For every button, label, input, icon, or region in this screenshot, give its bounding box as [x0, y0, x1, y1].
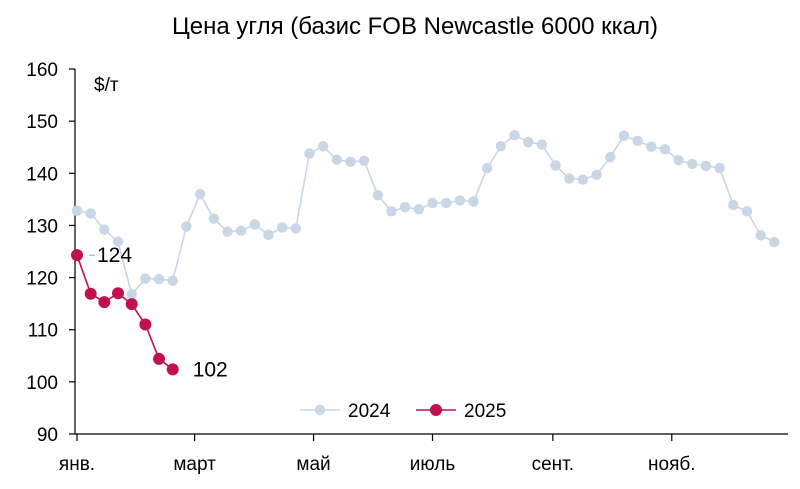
data-point-2025 — [112, 287, 125, 300]
data-point-2024 — [71, 205, 83, 217]
data-point-2024 — [536, 139, 548, 150]
x-tick-label: март — [173, 454, 216, 475]
legend: 2024 2025 — [300, 401, 506, 422]
legend-label: 2025 — [464, 401, 506, 422]
data-point-2024 — [140, 273, 151, 284]
data-point-2025 — [139, 318, 152, 331]
data-point-2025 — [84, 287, 97, 300]
x-tick-label: янв. — [59, 454, 95, 475]
data-point-2024 — [728, 199, 739, 211]
y-tick-label: 90 — [37, 425, 58, 446]
data-point-2024 — [345, 156, 356, 168]
data-point-2025 — [166, 363, 179, 376]
data-point-2024 — [700, 160, 712, 172]
data-point-2024 — [714, 162, 725, 174]
y-tick-label: 130 — [26, 216, 58, 237]
data-point-2024 — [673, 155, 684, 166]
x-tick-label: нояб. — [648, 454, 696, 475]
data-point-2024 — [481, 162, 493, 174]
y-tick-label: 140 — [26, 164, 58, 185]
data-point-2024 — [495, 140, 507, 152]
data-labels: 124 102 — [89, 244, 228, 381]
data-point-2024 — [755, 230, 766, 241]
data-point-2025 — [153, 352, 166, 365]
data-point-2024 — [509, 130, 520, 141]
legend-item-2025: 2025 — [416, 401, 506, 422]
series-2025 — [71, 249, 179, 376]
data-point-2025 — [71, 249, 83, 262]
x-tick-label: сент. — [532, 454, 574, 475]
x-axis-ticks: янв. март май июль сент. нояб. — [59, 434, 696, 475]
axes — [74, 69, 788, 435]
data-point-2024 — [440, 197, 452, 209]
data-point-2024 — [413, 204, 425, 215]
data-point-2025 — [125, 298, 138, 311]
data-point-2024 — [222, 226, 233, 237]
data-point-2024 — [454, 195, 466, 206]
data-point-2024 — [372, 189, 384, 201]
data-point-2024 — [194, 188, 206, 200]
data-point-2024 — [399, 201, 411, 213]
data-point-2024 — [591, 169, 602, 181]
data-point-2024 — [523, 136, 534, 148]
y-tick-label: 150 — [26, 112, 58, 133]
data-point-2024 — [317, 140, 329, 152]
data-point-2024 — [276, 222, 288, 233]
data-point-2024 — [249, 219, 260, 230]
data-label: 124 — [97, 244, 132, 267]
data-point-2024 — [153, 273, 165, 285]
data-point-2024 — [331, 154, 342, 165]
y-unit-label: $/т — [94, 75, 119, 96]
data-point-2024 — [386, 206, 397, 217]
legend-label: 2024 — [348, 401, 391, 422]
legend-item-2024: 2024 — [300, 401, 391, 422]
data-point-2024 — [687, 158, 698, 170]
x-tick-label: май — [296, 454, 330, 475]
y-tick-label: 160 — [26, 60, 58, 81]
series-line-2025 — [76, 254, 174, 370]
data-point-2024 — [769, 236, 780, 248]
data-point-2024 — [99, 224, 110, 235]
data-point-2024 — [167, 275, 178, 286]
data-point-2024 — [181, 221, 192, 232]
data-point-2024 — [427, 197, 438, 209]
data-point-2024 — [468, 196, 479, 207]
y-axis-ticks: 90 100 110 120 130 140 150 160 — [26, 60, 75, 446]
data-point-2024 — [263, 229, 274, 241]
data-point-2024 — [577, 174, 589, 185]
series-line-2024 — [76, 134, 775, 296]
data-point-2024 — [290, 223, 301, 234]
chart-title: Цена угля (базис FOB Newcastle 6000 ккал… — [172, 13, 658, 40]
y-tick-label: 110 — [28, 321, 58, 342]
data-point-2024 — [659, 144, 671, 155]
series-2024 — [71, 130, 780, 300]
data-point-2024 — [646, 141, 657, 152]
data-point-2024 — [358, 155, 370, 166]
y-tick-label: 100 — [26, 373, 58, 394]
legend-marker — [314, 404, 326, 416]
data-point-2024 — [741, 206, 753, 217]
data-point-2024 — [632, 135, 643, 147]
data-label: 102 — [193, 358, 228, 381]
data-point-2024 — [208, 213, 219, 224]
data-point-2024 — [112, 236, 124, 247]
data-point-2025 — [98, 296, 111, 309]
y-tick-label: 120 — [26, 269, 58, 290]
data-point-2024 — [85, 208, 96, 219]
data-point-2024 — [235, 225, 247, 236]
data-point-2024 — [618, 130, 630, 141]
data-point-2024 — [550, 160, 561, 171]
legend-marker — [430, 404, 442, 416]
series-layer — [71, 130, 780, 376]
data-point-2024 — [126, 289, 137, 300]
data-point-2024 — [605, 151, 616, 163]
x-tick-label: июль — [410, 454, 456, 475]
data-point-2024 — [564, 173, 575, 184]
data-point-2024 — [304, 148, 315, 159]
